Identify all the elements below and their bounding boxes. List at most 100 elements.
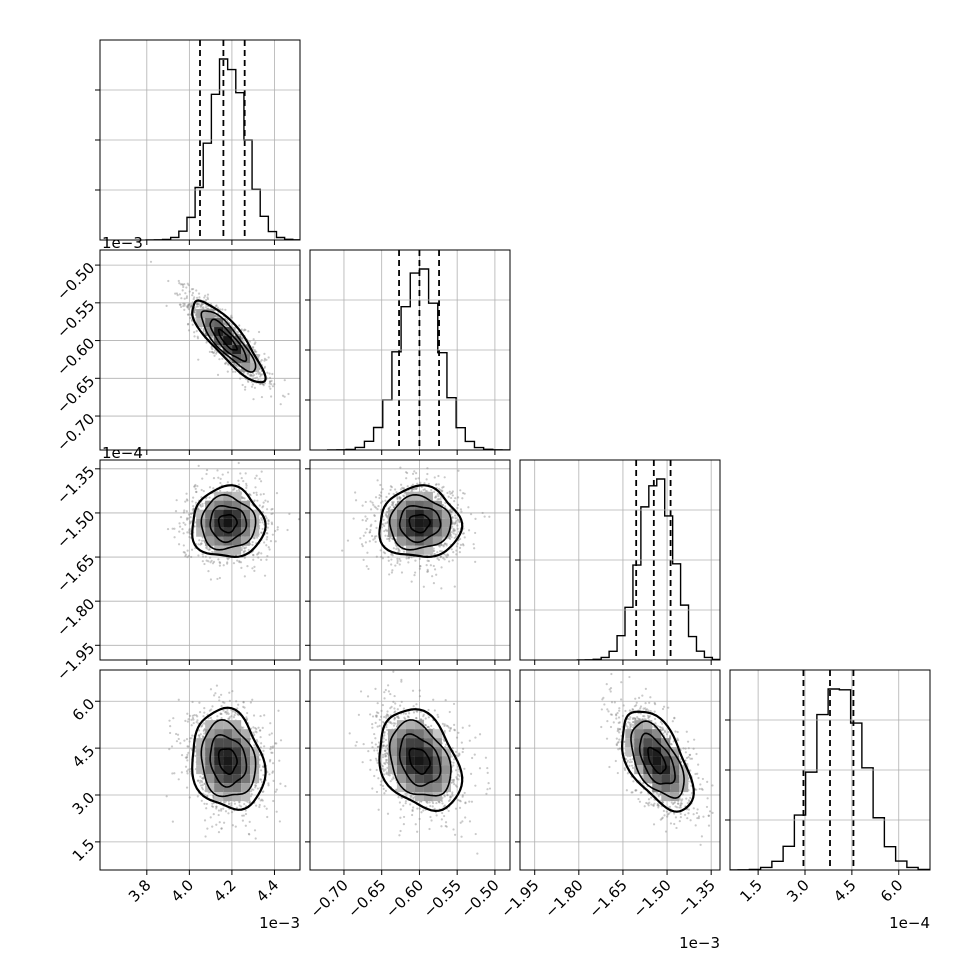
scatter-point — [252, 398, 255, 401]
scatter-point — [226, 471, 230, 474]
scatter-point — [207, 570, 210, 573]
scatter-point — [390, 571, 394, 574]
density-cell — [223, 345, 233, 355]
scatter-point — [383, 530, 386, 533]
scatter-point — [191, 508, 194, 511]
scatter-point — [455, 520, 458, 523]
scatter-point — [238, 560, 241, 563]
scatter-point — [254, 837, 257, 840]
scatter-point — [395, 545, 398, 548]
scatter-point — [450, 548, 453, 551]
scatter-point — [183, 283, 186, 286]
scatter-point — [174, 292, 177, 295]
scatter-point — [257, 551, 260, 554]
scatter-point — [260, 552, 263, 555]
density-cell — [396, 500, 406, 510]
scatter-point — [206, 547, 209, 550]
scatter-point — [268, 376, 272, 379]
scatter-point — [268, 548, 271, 551]
scatter-point — [265, 531, 268, 535]
density-cell — [396, 518, 406, 528]
scatter-point — [234, 364, 238, 367]
scatter-point — [441, 536, 445, 539]
scatter-point — [427, 482, 430, 486]
scatter-point — [208, 486, 212, 489]
scatter-point — [411, 489, 414, 493]
scatter-point — [218, 576, 221, 580]
scatter-point — [243, 802, 246, 806]
scatter-point — [372, 503, 375, 506]
scatter-point — [474, 531, 477, 535]
scatter-point — [436, 493, 439, 496]
scatter-point — [390, 503, 393, 506]
scatter-point — [226, 370, 229, 373]
scatter-point — [418, 567, 422, 570]
scatter-point — [396, 495, 399, 499]
scatter-point — [190, 305, 193, 308]
scatter-point — [254, 726, 257, 730]
density-cell — [214, 500, 224, 510]
scatter-point — [220, 717, 223, 720]
scatter-point — [193, 525, 196, 528]
scatter-point — [481, 511, 484, 515]
scatter-point — [361, 519, 364, 522]
scatter-point — [202, 489, 205, 493]
scatter-point — [446, 553, 449, 556]
scatter-point — [201, 560, 204, 563]
scatter-point — [187, 768, 190, 771]
scatter-point — [447, 536, 450, 539]
scatter-point — [242, 550, 246, 553]
scatter-point — [436, 551, 439, 554]
scatter-point — [250, 385, 254, 388]
scatter-point — [192, 496, 195, 499]
density-cell — [205, 536, 215, 546]
scatter-point — [411, 483, 415, 486]
panel-frame — [99, 39, 301, 241]
scatter-point — [194, 483, 197, 487]
scatter-point — [216, 316, 220, 319]
scatter-point — [222, 322, 225, 325]
scatter-point — [439, 556, 442, 559]
scatter-point — [443, 505, 447, 508]
scatter-point — [187, 304, 190, 307]
scatter-point — [194, 754, 197, 758]
scatter-point — [186, 745, 189, 748]
scatter-point — [260, 742, 263, 745]
scatter-point — [365, 527, 368, 531]
scatter-point — [224, 322, 227, 326]
scatter-point — [271, 762, 275, 765]
scatter-point — [205, 559, 208, 562]
scatter-point — [276, 526, 279, 529]
scatter-point — [437, 487, 441, 491]
scatter-point — [413, 488, 416, 491]
histogram-step — [145, 58, 300, 240]
scatter-point — [274, 540, 277, 543]
scatter-point — [397, 548, 401, 551]
scatter-point — [269, 387, 272, 390]
scatter-point — [261, 511, 265, 514]
scatter-point — [242, 814, 245, 817]
density-cell — [223, 500, 233, 510]
scatter-point — [166, 527, 170, 531]
scatter-point — [452, 551, 455, 554]
scatter-point — [467, 506, 470, 509]
scatter-point — [184, 500, 187, 503]
scatter-point — [255, 372, 258, 375]
scatter-point — [199, 503, 202, 506]
scatter-point — [362, 558, 365, 561]
scatter-point — [237, 330, 240, 334]
scatter-point — [237, 703, 240, 706]
scatter-point — [217, 830, 221, 834]
scatter-point — [255, 536, 259, 539]
scatter-point — [261, 383, 265, 386]
scatter-point — [268, 385, 271, 388]
scatter-point — [229, 360, 233, 363]
scatter-point — [197, 358, 200, 361]
scatter-point — [271, 533, 274, 536]
scatter-point — [398, 549, 401, 553]
scatter-point — [434, 496, 437, 499]
scatter-point — [265, 538, 268, 541]
scatter-point — [265, 508, 269, 511]
scatter-point — [395, 547, 398, 551]
scatter-point — [438, 545, 441, 548]
